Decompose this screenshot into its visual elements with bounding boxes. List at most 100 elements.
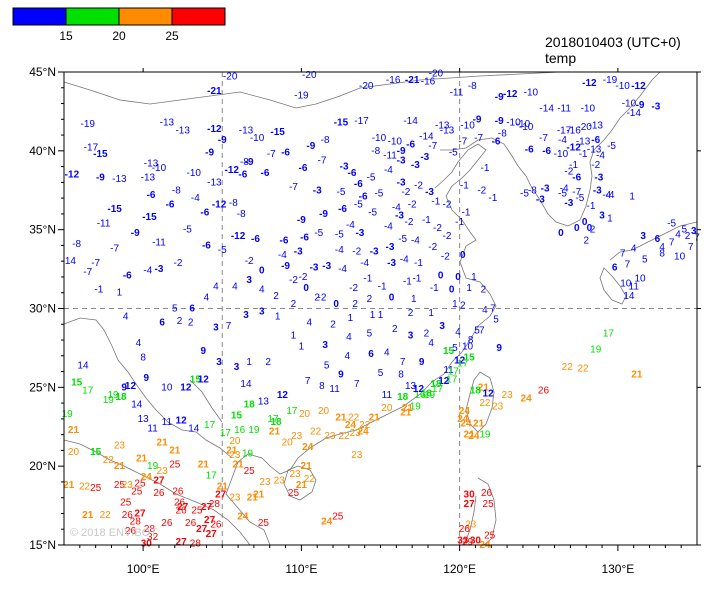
station-value: 8 xyxy=(468,335,474,346)
station-value: 26 xyxy=(481,488,493,499)
station-value: 23 xyxy=(259,477,271,488)
station-value: -6 xyxy=(542,146,551,157)
station-value: -13 xyxy=(576,136,591,147)
station-value: -3 xyxy=(154,264,163,275)
station-value: -6 xyxy=(348,168,357,179)
station-value: -9 xyxy=(297,215,306,226)
station-value: -16 xyxy=(386,75,401,86)
station-value: 2 xyxy=(424,329,430,340)
map-area: -19-15-17-12 -9 -13 -13-13-13-13 -12-21-20-1… xyxy=(62,69,701,551)
station-value: 21 xyxy=(296,480,308,491)
station-value: -11 xyxy=(97,218,111,229)
station-value: 17 xyxy=(446,374,458,385)
station-value: 21 xyxy=(82,510,94,521)
station-value: -10 xyxy=(519,122,534,133)
station-value: 24 xyxy=(321,516,333,527)
station-value: -6 xyxy=(406,140,415,151)
station-value: 22 xyxy=(304,474,316,485)
station-value: -5 xyxy=(368,207,377,218)
station-value: 15 xyxy=(71,378,83,389)
station-value: -3 xyxy=(564,198,573,209)
station-value: 21 xyxy=(478,382,490,393)
station-value: 4 xyxy=(631,244,637,255)
station-value: 21 xyxy=(253,490,265,501)
axis-ticks: 100°E 110°E 120°E 130°E 15°N 20°N 25°N 30°N 35°N… xyxy=(29,65,701,576)
station-value: 6 xyxy=(612,263,618,274)
station-value: -10 xyxy=(581,103,596,114)
station-value: 0 xyxy=(449,285,455,296)
station-value: 8 xyxy=(659,248,665,259)
station-value: -12 xyxy=(212,199,227,210)
station-value: 23 xyxy=(229,493,241,504)
station-value: -9 xyxy=(245,157,254,168)
station-value: 5 xyxy=(324,360,330,371)
station-value: -5 xyxy=(367,173,376,184)
station-value: 9 xyxy=(144,373,150,384)
station-value: 1 xyxy=(117,288,123,299)
station-value: -3 xyxy=(397,155,406,166)
station-value: 4 xyxy=(346,332,352,343)
station-value: 14 xyxy=(77,360,89,371)
station-value: -2 xyxy=(289,275,298,286)
luzon-coast xyxy=(477,477,497,546)
station-value: -5 xyxy=(374,188,383,199)
station-value: -10 xyxy=(460,121,475,132)
station-value: -9 xyxy=(205,147,214,158)
station-value: -13 xyxy=(207,177,222,188)
station-value: -5 xyxy=(183,225,192,236)
station-value: 17 xyxy=(206,471,218,482)
station-value: 1 xyxy=(471,272,477,283)
station-value: 21 xyxy=(226,445,238,456)
station-value: -6 xyxy=(200,207,209,218)
station-value: 21 xyxy=(136,453,148,464)
station-value: 2 xyxy=(481,285,487,296)
station-value: -6 xyxy=(202,240,211,251)
station-value: -6 xyxy=(299,163,308,174)
station-value: -13 xyxy=(175,125,190,136)
station-value: 9 xyxy=(121,382,127,393)
station-value: -4 xyxy=(143,266,152,277)
station-value: -10 xyxy=(372,133,387,144)
lon-tick-label: 110°E xyxy=(285,562,317,576)
station-value: -8 xyxy=(468,81,477,92)
china-coast xyxy=(225,143,497,546)
station-value: -3 xyxy=(395,210,404,221)
station-value: 22 xyxy=(479,398,491,409)
station-value: 28 xyxy=(130,516,142,527)
station-value: 22 xyxy=(577,363,589,374)
station-value: 21 xyxy=(114,461,126,472)
liaodong-coast xyxy=(440,137,519,167)
station-value: -7 xyxy=(458,136,467,147)
station-value: -5 xyxy=(520,188,529,199)
station-value: 23 xyxy=(465,520,477,531)
station-value: -4 xyxy=(602,190,611,201)
colorbar-swatch xyxy=(118,7,173,26)
station-value: 4 xyxy=(384,348,390,359)
station-value: 3 xyxy=(246,275,252,286)
station-value: 10 xyxy=(674,251,686,262)
colorbar-label: 25 xyxy=(165,29,179,43)
luzon-west-coast xyxy=(463,495,477,546)
station-value: -2 xyxy=(401,187,410,198)
station-value: -4 xyxy=(606,190,615,201)
station-value: -5 xyxy=(607,141,616,152)
station-value: -1 xyxy=(94,285,103,296)
station-value: -7 xyxy=(110,244,119,255)
station-value: -9 xyxy=(319,209,328,220)
station-value: 6 xyxy=(655,234,661,245)
lon-tick-label: 120°E xyxy=(443,562,476,576)
station-value: -17 xyxy=(557,125,572,136)
station-value: -12 xyxy=(65,169,80,180)
station-value: -9 xyxy=(281,261,290,272)
station-value: 11 xyxy=(382,390,393,401)
station-value: 26 xyxy=(125,526,137,537)
station-value: -5 xyxy=(449,147,458,158)
station-value: 10 xyxy=(161,382,173,393)
lat-tick-label: 40°N xyxy=(29,144,56,158)
station-value: -8 xyxy=(72,239,81,250)
station-value: 27 xyxy=(177,502,189,513)
station-value: 24 xyxy=(237,512,249,523)
station-value: 12 xyxy=(483,389,495,400)
station-value: 21 xyxy=(169,445,181,456)
